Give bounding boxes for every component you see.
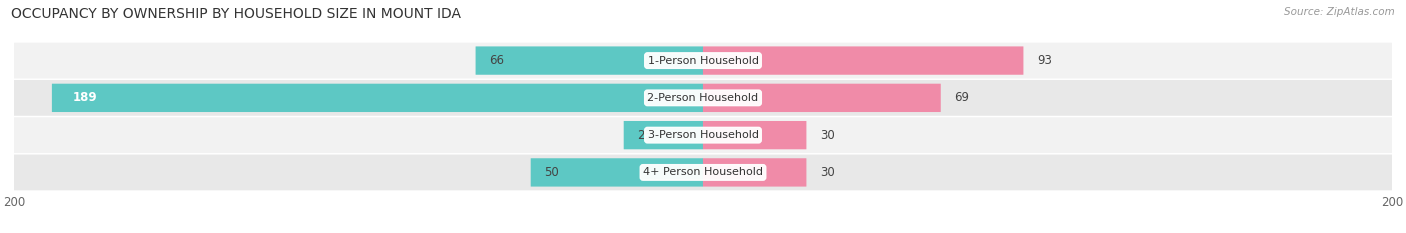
FancyBboxPatch shape (703, 121, 807, 149)
FancyBboxPatch shape (14, 154, 1392, 190)
FancyBboxPatch shape (475, 46, 703, 75)
FancyBboxPatch shape (52, 84, 703, 112)
FancyBboxPatch shape (14, 43, 1392, 79)
FancyBboxPatch shape (703, 158, 807, 187)
Text: 30: 30 (820, 166, 835, 179)
FancyBboxPatch shape (624, 121, 703, 149)
Text: 69: 69 (955, 91, 970, 104)
Text: 3-Person Household: 3-Person Household (648, 130, 758, 140)
Text: 2-Person Household: 2-Person Household (647, 93, 759, 103)
Text: 23: 23 (637, 129, 652, 142)
Text: 93: 93 (1038, 54, 1052, 67)
FancyBboxPatch shape (703, 84, 941, 112)
Text: 4+ Person Household: 4+ Person Household (643, 168, 763, 177)
Text: 30: 30 (820, 129, 835, 142)
Text: 189: 189 (73, 91, 97, 104)
Text: Source: ZipAtlas.com: Source: ZipAtlas.com (1284, 7, 1395, 17)
Text: 50: 50 (544, 166, 560, 179)
Text: OCCUPANCY BY OWNERSHIP BY HOUSEHOLD SIZE IN MOUNT IDA: OCCUPANCY BY OWNERSHIP BY HOUSEHOLD SIZE… (11, 7, 461, 21)
FancyBboxPatch shape (14, 117, 1392, 153)
FancyBboxPatch shape (703, 46, 1024, 75)
FancyBboxPatch shape (530, 158, 703, 187)
Text: 1-Person Household: 1-Person Household (648, 56, 758, 65)
FancyBboxPatch shape (14, 80, 1392, 116)
Text: 66: 66 (489, 54, 505, 67)
